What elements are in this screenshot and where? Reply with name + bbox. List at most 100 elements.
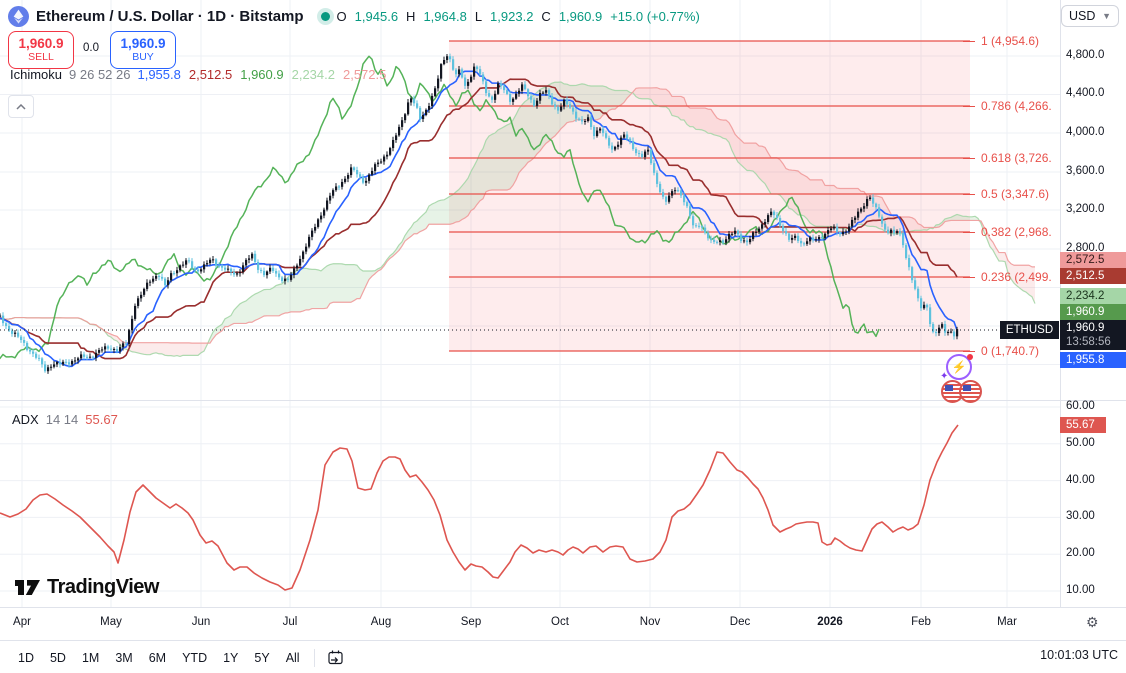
- fib-level-label: 0.236 (2,499.: [981, 270, 1052, 284]
- price-badge: 1,955.8: [1060, 352, 1126, 368]
- adx-tick: 20.00: [1066, 547, 1095, 560]
- range-3m[interactable]: 3M: [115, 650, 133, 665]
- ichimoku-value: 2,512.5: [188, 67, 233, 82]
- time-axis-label[interactable]: Jun: [191, 616, 211, 628]
- range-1m[interactable]: 1M: [81, 650, 100, 665]
- fib-tick: [963, 158, 975, 159]
- ohlc-segment: L: [474, 8, 483, 24]
- date-range-switcher: 1D 5D 1M 3M 6M YTD 1Y 5Y All: [10, 647, 308, 669]
- ichimoku-value: 1,955.8: [137, 67, 181, 82]
- time-axis-label[interactable]: Mar: [997, 616, 1017, 628]
- time-axis-label[interactable]: Aug: [370, 616, 392, 628]
- ichimoku-legend[interactable]: Ichimoku 9 26 52 26 1,955.8 2,512.5 1,960.…: [10, 67, 386, 82]
- adx-name: ADX: [12, 412, 39, 427]
- ohlc-segment: O: [336, 8, 347, 24]
- go-to-date-button[interactable]: [321, 647, 350, 668]
- symbol-title[interactable]: Ethereum / U.S. Dollar · 1D · Bitstamp: [36, 7, 304, 25]
- price-tick: 3,200.0: [1066, 203, 1105, 215]
- range-ytd[interactable]: YTD: [182, 650, 208, 665]
- eth-logo-icon: [8, 5, 29, 27]
- collapse-legend-button[interactable]: [8, 95, 34, 118]
- fib-level-label: 0.382 (2,968.: [981, 225, 1052, 239]
- sparkle-icon: ✦: [940, 371, 949, 382]
- chart-canvas[interactable]: [0, 0, 1126, 607]
- time-axis-label[interactable]: Nov: [639, 616, 661, 628]
- price-badge: 1,960.9: [1060, 304, 1126, 320]
- currency-value: USD: [1069, 9, 1096, 23]
- ohlc-segment: C: [541, 8, 551, 24]
- price-badge: 2,572.5: [1060, 252, 1126, 268]
- fib-tick: [963, 277, 975, 278]
- range-1y[interactable]: 1Y: [223, 650, 239, 665]
- tradingview-logo[interactable]: TradingView: [14, 576, 159, 599]
- time-axis-label[interactable]: Sep: [460, 616, 482, 628]
- fib-tick: [963, 232, 975, 233]
- calendar-icon: [327, 650, 343, 665]
- us-flag-sticker[interactable]: [941, 380, 964, 403]
- price-tick: 4,000.0: [1066, 126, 1105, 138]
- price-tick: 3,600.0: [1066, 165, 1105, 177]
- time-axis[interactable]: Apr May Jun Jul Aug Sep Oct Nov Dec 2026 Feb Mar ⚙: [0, 607, 1126, 641]
- sell-price: 1,960.9: [18, 35, 64, 51]
- sell-label: SELL: [28, 50, 54, 63]
- fib-level-label: 0.5 (3,347.6): [981, 187, 1050, 201]
- market-status-dot[interactable]: [320, 11, 330, 21]
- sell-button[interactable]: 1,960.9 SELL: [8, 31, 74, 69]
- time-axis-label[interactable]: Feb: [911, 616, 931, 628]
- buy-price: 1,960.9: [120, 35, 166, 51]
- adx-tick: 10.00: [1066, 584, 1095, 596]
- adx-tick: 60.00: [1066, 400, 1095, 412]
- time-axis-label[interactable]: Apr: [13, 616, 31, 628]
- settings-gear-icon[interactable]: ⚙: [1086, 614, 1099, 630]
- time-axis-label[interactable]: Oct: [551, 616, 569, 628]
- fib-level-label: 1 (4,954.6): [981, 34, 1040, 48]
- adx-tick: 40.00: [1066, 473, 1095, 486]
- price-tick: 4,400.0: [1066, 87, 1105, 99]
- time-axis-label[interactable]: Dec: [729, 616, 751, 628]
- bottom-toolbar: 1D 5D 1M 3M 6M YTD 1Y 5Y All: [0, 640, 1126, 673]
- adx-legend[interactable]: ADX 14 14 55.67: [12, 412, 118, 427]
- buy-button[interactable]: 1,960.9 BUY: [110, 31, 176, 69]
- price-tick: 4,800.0: [1066, 49, 1105, 61]
- range-5y[interactable]: 5Y: [254, 650, 270, 665]
- time-axis-label[interactable]: 2026: [817, 616, 843, 628]
- us-flag-sticker[interactable]: [959, 380, 982, 403]
- price-badge: 2,512.5: [1060, 268, 1126, 284]
- tradingview-glyph-icon: [15, 580, 40, 595]
- fib-tick: [963, 351, 975, 352]
- ohlc-segment: 1,964.8: [423, 8, 467, 24]
- buy-label: BUY: [132, 50, 154, 63]
- adx-params: 14 14: [45, 412, 79, 427]
- adx-badge: 55.67: [1060, 417, 1106, 433]
- ohlc-segment: 1,945.6: [354, 8, 399, 24]
- ichimoku-value: 2,572.5: [342, 67, 387, 82]
- symbol-price-chip: ETHUSD: [1000, 321, 1059, 339]
- ohlc-segment: +15.0 (+0.77%): [610, 8, 700, 24]
- fib-tick: [963, 106, 975, 107]
- indicator-params: 9 26 52 26: [69, 67, 131, 82]
- adx-tick: 30.00: [1066, 510, 1095, 523]
- range-5d[interactable]: 5D: [49, 650, 66, 665]
- adx-value: 55.67: [85, 412, 118, 427]
- ohlc-segment: 1,960.9: [558, 8, 603, 24]
- fib-level-label: 0.786 (4,266.: [981, 99, 1052, 113]
- clock-utc[interactable]: 10:01:03 UTC: [1040, 648, 1118, 662]
- flash-sticker[interactable]: ⚡ ✦: [940, 354, 973, 382]
- price-tick: 2,800.0: [1066, 242, 1105, 254]
- time-axis-label[interactable]: May: [100, 616, 122, 628]
- currency-dropdown[interactable]: USD ▼: [1061, 5, 1119, 27]
- time-axis-label[interactable]: Jul: [282, 616, 298, 628]
- current-price: 1,960.9: [1066, 321, 1105, 334]
- indicator-name: Ichimoku: [10, 67, 63, 82]
- ichimoku-value: 2,234.2: [291, 67, 335, 82]
- indicator-values: 1,955.8 2,512.5 1,960.9 2,234.2 2,572.5: [137, 67, 386, 82]
- pane-divider[interactable]: [0, 400, 1126, 401]
- fib-level-label: 0 (1,740.7): [981, 344, 1040, 358]
- range-1d[interactable]: 1D: [18, 650, 34, 665]
- spread-value: 0.0: [83, 42, 99, 54]
- chevron-down-icon: ▼: [1102, 11, 1111, 21]
- range-all[interactable]: All: [285, 650, 300, 665]
- fib-tick: [963, 194, 975, 195]
- range-6m[interactable]: 6M: [148, 650, 167, 665]
- fib-level-label: 0.618 (3,726.: [981, 151, 1052, 165]
